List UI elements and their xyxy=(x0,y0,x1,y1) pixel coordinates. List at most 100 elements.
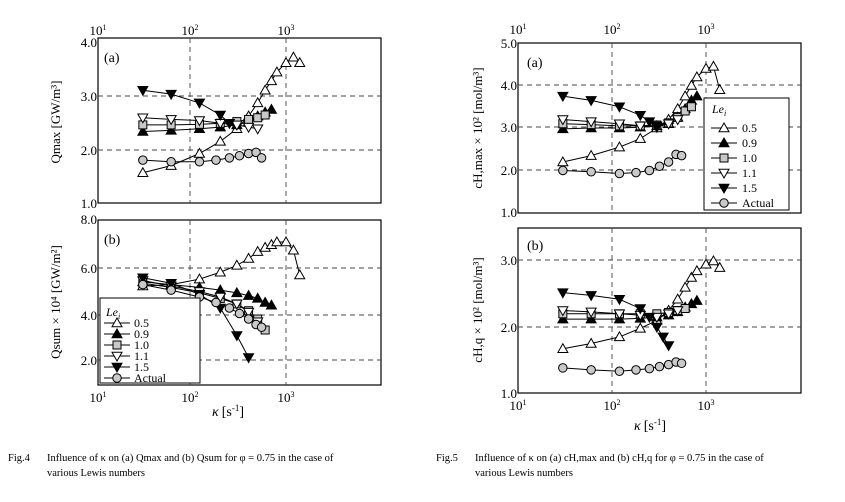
fig5b-y-axis-label: cH,q × 10² [mol/m³] xyxy=(470,257,485,362)
fig4-caption-number: Fig.4 xyxy=(8,453,30,464)
fig4a-point-Actual-1 xyxy=(166,157,176,167)
fig5b-point-0.5-7 xyxy=(679,281,692,292)
fig5a-point-1.5-0 xyxy=(556,91,569,103)
fig4a-point-1.0-5 xyxy=(244,114,254,124)
fig5b-point-1.5-6 xyxy=(657,332,670,343)
fig4b-point-0.9-5 xyxy=(242,289,255,300)
fig5b-point-Actual-8 xyxy=(676,358,687,369)
fig5b-ytick-1: 1.0 xyxy=(501,386,517,401)
legend-fig4-marker-0.9 xyxy=(111,327,123,339)
fig4a-point-0.5-2 xyxy=(193,147,206,158)
fig5a-point-Actual-6 xyxy=(663,157,674,167)
fig5b-point-1.5-0 xyxy=(556,288,569,299)
fig5a-point-1.5-3 xyxy=(634,111,647,122)
fig4a-point-1.5-0 xyxy=(136,86,149,97)
fig5b-point-0.5-3 xyxy=(634,322,647,333)
fig5a-point-Actual-4 xyxy=(644,165,655,176)
legend-fig4-label-0.5: 0.5 xyxy=(134,316,149,330)
fig5b-point-1.5-3 xyxy=(634,304,647,315)
fig5b-series xyxy=(556,254,726,376)
fig4a-ytick-4: 4.0 xyxy=(81,35,97,50)
fig4-top-tick-10-2: 102 xyxy=(182,23,199,38)
fig4a-point-1.1-4 xyxy=(230,120,243,131)
fig4b-point-Actual-4 xyxy=(224,303,235,313)
fig5b-point-1.5-1 xyxy=(585,291,598,302)
fig4a-point-0.5-3 xyxy=(214,135,227,146)
fig4b-point-0.5-10 xyxy=(280,235,292,247)
fig5b-point-Actual-2 xyxy=(614,366,625,376)
fig5b-point-1.1-4 xyxy=(650,312,663,324)
legend-fig4-marker-Actual xyxy=(112,373,122,383)
fig5a-point-1.5-1 xyxy=(585,96,598,107)
fig5b-point-0.9-1 xyxy=(585,313,598,324)
fig5b-point-0.5-2 xyxy=(613,330,626,342)
fig5b-point-Actual-4 xyxy=(644,363,655,374)
legend-fig5-label-1.5: 1.5 xyxy=(742,181,757,195)
fig5b-point-Actual-0 xyxy=(558,363,568,373)
fig4a-point-0.5-11 xyxy=(287,51,300,62)
fig5a-point-1.5-5 xyxy=(650,121,663,132)
fig5a-point-0.9-9 xyxy=(691,90,703,101)
legend-fig4-marker-0.5 xyxy=(111,316,123,328)
legend-fig5-marker-0.9 xyxy=(718,136,730,148)
fig5b-point-Actual-5 xyxy=(654,361,665,372)
fig5b-point-0.5-0 xyxy=(556,342,569,354)
fig4a-point-1.5-2 xyxy=(193,98,206,109)
fig4b-point-Actual-3 xyxy=(211,297,221,308)
fig5a-y-axis-label: cH,max × 10² [mol/m³] xyxy=(470,67,485,188)
fig5b-point-1.1-0 xyxy=(556,306,569,317)
fig5b-point-1.5-5 xyxy=(650,322,663,334)
legend-fig5-label-1.1: 1.1 xyxy=(742,166,757,180)
fig4a-ytick-1: 1.0 xyxy=(81,196,97,211)
fig4-top-tick-labels: 101 102 103 xyxy=(90,23,295,38)
fig4b-point-0.5-11 xyxy=(287,244,300,255)
fig4a-point-0.5-0 xyxy=(136,166,149,177)
fig5a-point-1.1-3 xyxy=(634,121,647,132)
fig4a-point-0.5-10 xyxy=(280,56,292,67)
fig4a-y-axis-label: Qmax [GW/m³] xyxy=(48,81,63,164)
fig4b-point-1.1-5 xyxy=(242,307,255,319)
fig5-legend-title: Lei xyxy=(711,102,726,118)
fig4a-point-0.5-12 xyxy=(293,56,306,67)
fig4a-point-1.1-5 xyxy=(242,122,255,134)
fig4b-point-0.9-6 xyxy=(251,292,264,303)
fig4a-point-Actual-8 xyxy=(256,153,267,163)
fig4a-panel-label: (a) xyxy=(104,51,120,66)
fig5b-point-0.9-9 xyxy=(691,294,703,305)
legend-fig5-marker-1.5 xyxy=(718,183,730,195)
fig5a-ytick-2: 2.0 xyxy=(501,163,517,178)
fig5-top-tick-labels: 101 102 103 xyxy=(510,22,715,37)
fig4a-y-tick-labels: 1.0 2.0 3.0 4.0 xyxy=(81,35,97,211)
fig5b-point-1.1-1 xyxy=(585,307,598,318)
fig4a-point-0.9-0 xyxy=(136,125,149,136)
fig5b-point-1.1-5 xyxy=(662,309,675,320)
fig4-xtick-10-1: 101 xyxy=(90,390,107,405)
fig5a-point-1.1-0 xyxy=(556,115,569,126)
fig4b-point-0.9-8 xyxy=(265,299,278,310)
fig5b-ytick-3: 3.0 xyxy=(501,253,517,268)
legend-fig5-marker-1.1 xyxy=(718,168,730,180)
fig5a-point-Actual-2 xyxy=(614,168,625,179)
fig4b-point-Actual-6 xyxy=(243,314,254,324)
fig5a-point-0.5-3 xyxy=(634,132,647,143)
fig4b-point-Actual-0 xyxy=(138,279,148,290)
fig4b-point-0.5-12 xyxy=(293,268,306,280)
fig4b-series xyxy=(136,235,306,364)
fig5b-point-0.9-0 xyxy=(556,313,569,324)
fig5-caption-line2: various Lewis numbers xyxy=(475,468,573,479)
figures-canvas: 101 102 103 (a) 1.0 2.0 3.0 4.0 Qmax [GW… xyxy=(48,22,802,434)
fig4a-point-1.1-2 xyxy=(193,116,206,127)
fig4b-y-tick-labels: 2.0 4.0 6.0 8.0 xyxy=(81,212,97,368)
legend-fig4-label-1.0: 1.0 xyxy=(134,338,149,352)
fig5a-point-0.5-11 xyxy=(707,60,720,71)
fig5a-ytick-5: 5.0 xyxy=(501,36,517,51)
fig5-x-axis-label: κ [s-1] xyxy=(634,417,666,434)
fig4a-ytick-2: 2.0 xyxy=(81,143,97,158)
fig4-caption-line1: Influence of κ on (a) Qmax and (b) Qsum … xyxy=(47,453,334,464)
fig5a-point-1.0-8 xyxy=(686,102,696,112)
fig4-xtick-10-2: 102 xyxy=(182,390,199,405)
fig4-top-tick-10-1: 101 xyxy=(90,23,107,38)
fig5a-point-1.5-2 xyxy=(613,102,626,113)
legend-fig4-marker-1.0 xyxy=(112,340,122,350)
